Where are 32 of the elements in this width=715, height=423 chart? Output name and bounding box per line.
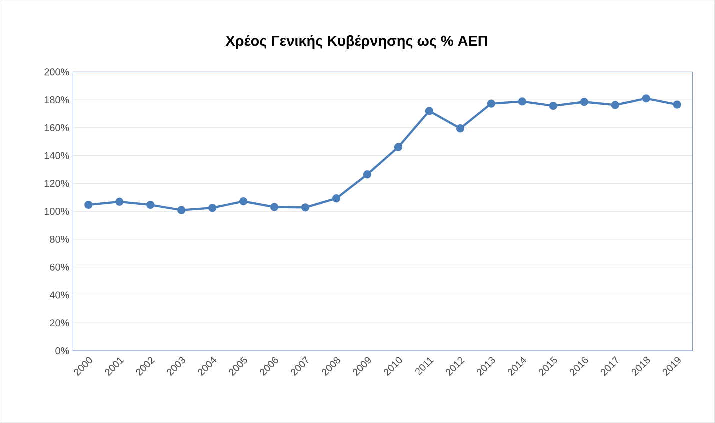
y-tick-label: 200% xyxy=(44,68,70,76)
point xyxy=(518,98,526,106)
point xyxy=(425,107,434,116)
point xyxy=(456,124,465,133)
point xyxy=(270,203,279,212)
y-tick-label: 120% xyxy=(44,180,70,188)
y-tick-label: 100% xyxy=(44,208,70,216)
point xyxy=(301,204,310,212)
point xyxy=(239,197,248,206)
y-tick-label: 160% xyxy=(44,124,70,132)
y-tick-label: 40% xyxy=(50,292,70,299)
point xyxy=(611,101,620,110)
point xyxy=(549,102,558,110)
point xyxy=(208,204,217,212)
y-tick-label: 0% xyxy=(56,347,70,354)
y-tick-label: 80% xyxy=(50,236,70,243)
point xyxy=(84,200,93,210)
point xyxy=(178,206,186,214)
point xyxy=(394,143,403,152)
point xyxy=(673,100,682,109)
chart-title: Χρέος Γενικής Κυβέρνησης ως % ΑΕΠ xyxy=(226,35,488,49)
y-tick-label: 20% xyxy=(50,320,70,327)
point xyxy=(487,100,496,108)
point xyxy=(116,198,124,206)
y-tick-label: 140% xyxy=(44,152,70,160)
point xyxy=(642,94,650,103)
point xyxy=(146,200,155,210)
point xyxy=(363,170,372,179)
y-tick-label: 180% xyxy=(44,96,70,104)
point xyxy=(580,98,588,106)
y-tick-label: 60% xyxy=(50,264,70,271)
point xyxy=(332,194,341,203)
